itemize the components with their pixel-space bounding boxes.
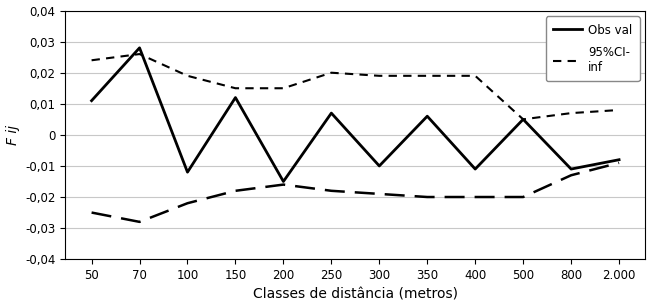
Obs val [279,180,287,183]
Legend: Obs val, 95%CI-
inf: Obs val, 95%CI- inf [546,17,639,81]
95%CI-
inf [88,58,96,62]
95%CI-
inf [135,52,143,56]
95%CI-
inf [615,108,623,112]
95%CI-
inf [376,74,383,78]
Obs val [615,158,623,161]
Obs val [519,118,527,121]
Obs val [232,96,240,99]
95%CI-
inf [279,86,287,90]
95%CI-
inf [184,74,191,78]
X-axis label: Classes de distância (metros): Classes de distância (metros) [253,287,458,301]
Line: 95%CI-
inf: 95%CI- inf [92,54,619,119]
Obs val [184,170,191,174]
Obs val [567,167,575,171]
Obs val [327,111,335,115]
95%CI-
inf [327,71,335,75]
95%CI-
inf [519,118,527,121]
Line: Obs val: Obs val [92,48,619,181]
Obs val [423,115,431,118]
Obs val [88,99,96,103]
Y-axis label: F ij: F ij [6,125,20,145]
95%CI-
inf [232,86,240,90]
Obs val [471,167,479,171]
Obs val [135,46,143,50]
Obs val [376,164,383,168]
95%CI-
inf [423,74,431,78]
95%CI-
inf [471,74,479,78]
95%CI-
inf [567,111,575,115]
